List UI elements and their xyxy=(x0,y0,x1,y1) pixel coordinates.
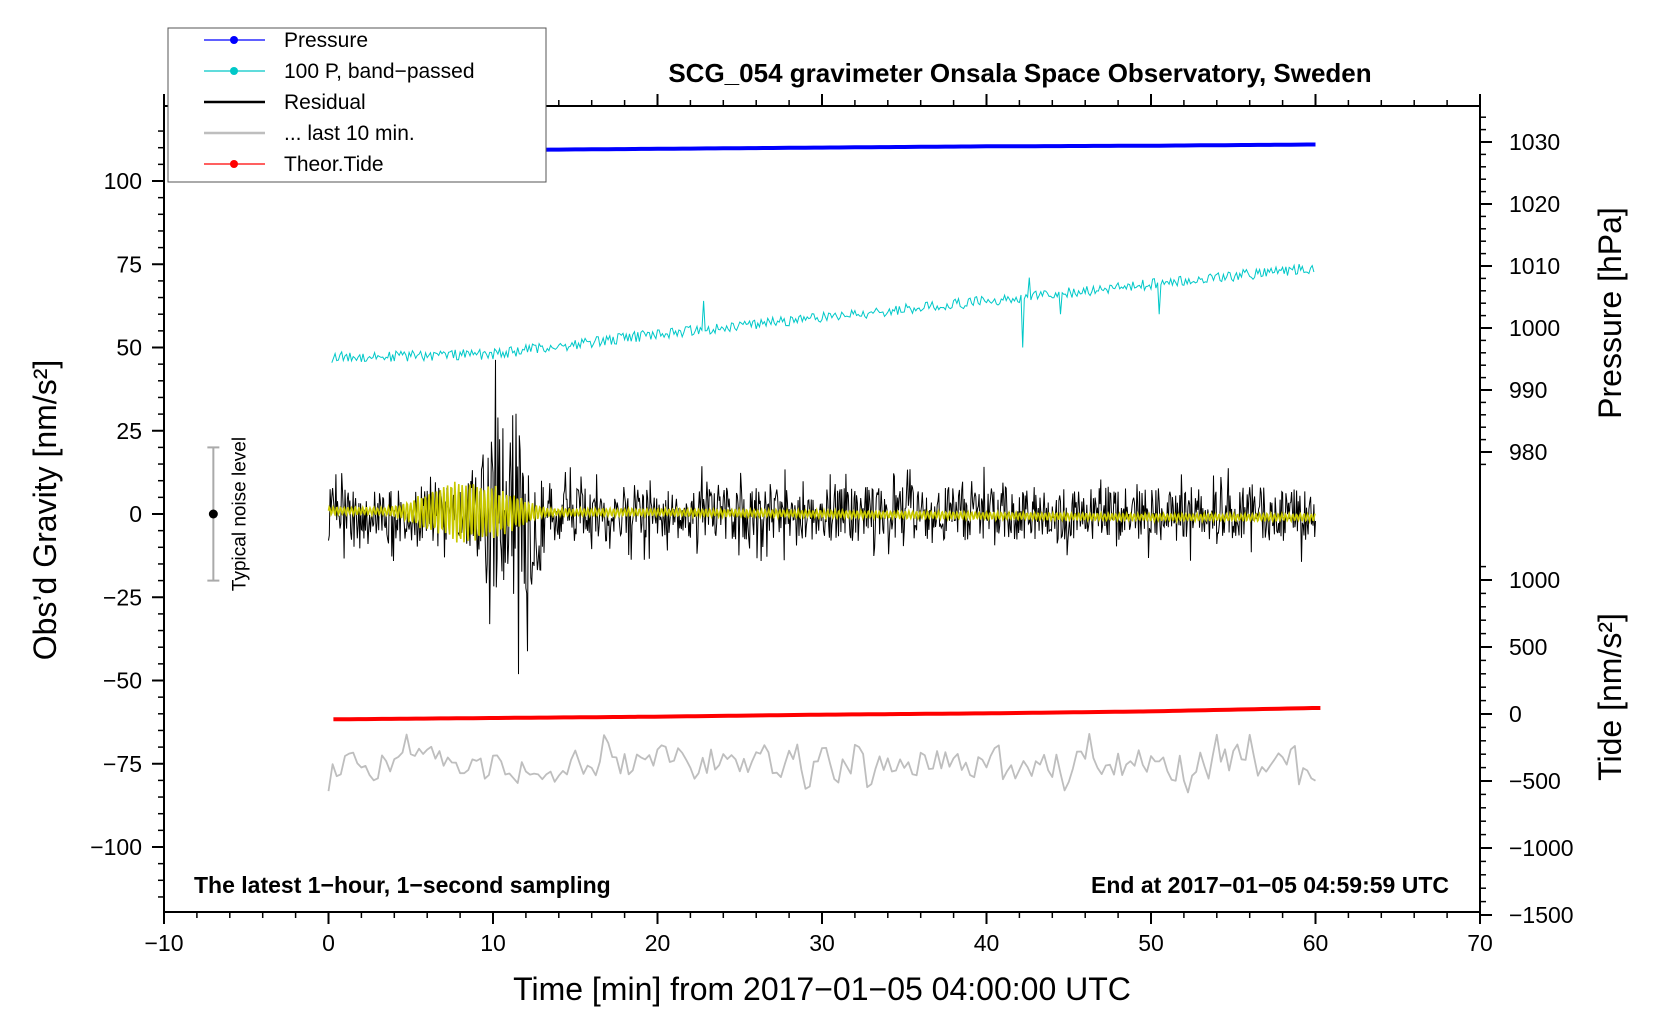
x-tick-label: 0 xyxy=(322,930,335,956)
pressure-tick-label: 1030 xyxy=(1509,129,1560,155)
y-axis-title-pressure: Pressure [hPa] xyxy=(1592,207,1628,419)
y-tick-label: −75 xyxy=(103,751,142,777)
x-tick-label: 10 xyxy=(480,930,506,956)
x-axis-title: Time [min] from 2017−01−05 04:00:00 UTC xyxy=(513,971,1131,1007)
sampling-note: The latest 1−hour, 1−second sampling xyxy=(194,872,611,898)
noise-indicator: Typical noise level xyxy=(207,437,250,591)
y-tick-label: 50 xyxy=(116,335,142,361)
series-residual-filtered xyxy=(327,481,1316,543)
axis-ticks: −10 0 10 20 30 40 50 60 70−100−75−50−25025507510… xyxy=(90,94,1574,956)
x-tick-label: 70 xyxy=(1467,930,1493,956)
noise-bar-label: Typical noise level xyxy=(229,437,250,591)
series-residual xyxy=(328,359,1316,675)
pressure-tick-label: 1020 xyxy=(1509,191,1560,217)
noise-bar-dot xyxy=(208,509,218,519)
legend-marker xyxy=(230,36,238,44)
y-axis-title-gravity: Obs’d Gravity [nm/s²] xyxy=(27,360,63,661)
pressure-tick-label: 1010 xyxy=(1509,253,1560,279)
legend-marker xyxy=(230,160,238,168)
pressure-tick-label: 980 xyxy=(1509,439,1547,465)
y-tick-label: −50 xyxy=(103,668,142,694)
legend: Pressure 100 P, band−passed Residual ... la… xyxy=(167,27,547,183)
tide-tick-label: −1500 xyxy=(1509,902,1574,928)
x-tick-label: 20 xyxy=(645,930,671,956)
x-tick-label: 50 xyxy=(1138,930,1164,956)
chart-title: SCG_054 gravimeter Onsala Space Observat… xyxy=(668,58,1371,88)
tide-tick-label: −1000 xyxy=(1509,835,1574,861)
series-theoretical-tide xyxy=(333,706,1321,722)
end-time-note: End at 2017−01−05 04:59:59 UTC xyxy=(1091,872,1449,898)
tide-tick-label: 500 xyxy=(1509,634,1547,660)
y-tick-label: −100 xyxy=(90,834,142,860)
legend-marker xyxy=(230,67,238,75)
y-axis-title-tide: Tide [nm/s²] xyxy=(1592,613,1628,781)
legend-box xyxy=(167,27,547,183)
legend-label: ... last 10 min. xyxy=(284,122,415,145)
y-tick-label: 0 xyxy=(129,501,142,527)
tide-tick-label: 0 xyxy=(1509,701,1522,727)
legend-label: Theor.Tide xyxy=(284,153,384,176)
x-tick-label: −10 xyxy=(144,930,183,956)
series-last-10-min xyxy=(327,733,1316,794)
pressure-tick-label: 1000 xyxy=(1509,315,1560,341)
y-tick-label: 25 xyxy=(116,418,142,444)
y-tick-label: −25 xyxy=(103,584,142,610)
series-bandpassed-pressure xyxy=(331,263,1315,363)
x-tick-label: 30 xyxy=(809,930,835,956)
y-tick-label: 75 xyxy=(116,251,142,277)
tide-tick-label: 1000 xyxy=(1509,567,1560,593)
pressure-tick-label: 990 xyxy=(1509,377,1547,403)
x-tick-label: 40 xyxy=(974,930,1000,956)
legend-label: 100 P, band−passed xyxy=(284,60,475,83)
x-tick-label: 60 xyxy=(1303,930,1329,956)
y-tick-label: 100 xyxy=(104,168,142,194)
legend-label: Residual xyxy=(284,91,366,114)
data-series xyxy=(327,142,1321,794)
legend-label: Pressure xyxy=(284,29,368,52)
tide-tick-label: −500 xyxy=(1509,768,1561,794)
